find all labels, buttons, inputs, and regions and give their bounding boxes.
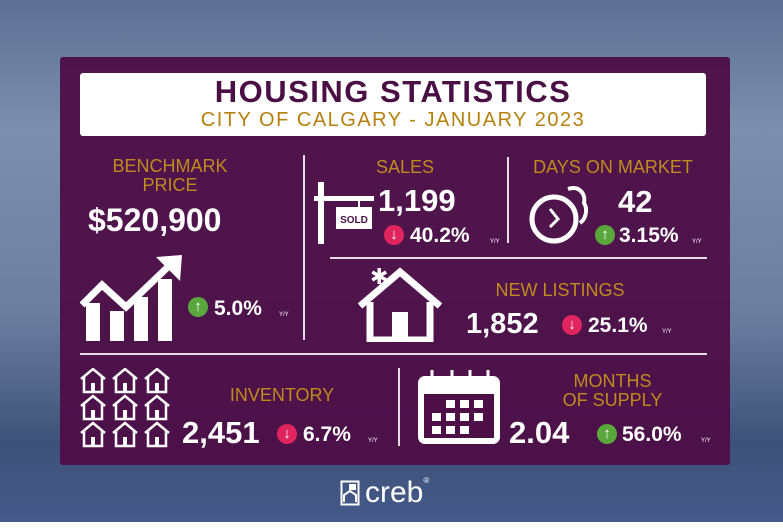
benchmark-label: BENCHMARK PRICE — [112, 156, 228, 195]
yy-label: Y/Y — [490, 239, 500, 245]
sold-sign-icon: SOLD — [314, 182, 374, 244]
yy-label: Y/Y — [692, 239, 702, 245]
divider — [398, 368, 400, 446]
yy-label: Y/Y — [701, 438, 711, 444]
houses-grid-icon — [80, 368, 171, 448]
benchmark-change: 5.0% — [214, 297, 262, 320]
page-subtitle: CITY OF CALGARY - JANUARY 2023 — [200, 109, 586, 131]
sales-value: 1,199 — [378, 183, 456, 218]
up-arrow-icon: ↑ — [188, 297, 208, 317]
days-change: 3.15% — [619, 224, 679, 247]
benchmark-value: $520,900 — [88, 202, 222, 238]
supply-change: 56.0% — [622, 423, 682, 446]
divider — [80, 353, 707, 355]
inventory-value: 2,451 — [182, 415, 260, 450]
supply-value: 2.04 — [509, 415, 570, 450]
listings-value: 1,852 — [466, 308, 539, 340]
registered-mark: ® — [423, 476, 430, 485]
days-value: 42 — [618, 184, 653, 219]
yy-label: Y/Y — [279, 312, 289, 318]
days-label: DAYS ON MARKET — [533, 157, 693, 177]
growth-chart-icon — [80, 255, 182, 341]
sales-change: 40.2% — [410, 224, 470, 247]
down-arrow-icon: ↓ — [562, 315, 582, 335]
inventory-label: INVENTORY — [229, 385, 335, 405]
creb-logo-icon — [340, 480, 360, 506]
listings-label: NEW LISTINGS — [495, 280, 625, 300]
calendar-icon — [418, 370, 500, 444]
title-box: HOUSING STATISTICS CITY OF CALGARY - JAN… — [80, 73, 706, 136]
down-arrow-icon: ↓ — [384, 225, 404, 245]
sales-label: SALES — [375, 157, 435, 177]
up-arrow-icon: ↑ — [595, 225, 615, 245]
divider — [303, 155, 305, 340]
yy-label: Y/Y — [662, 329, 672, 335]
creb-logo: creb ® — [340, 476, 429, 510]
supply-label: MONTHS OF SUPPLY — [562, 371, 663, 410]
svg-text:✱: ✱ — [370, 266, 388, 290]
creb-logo-text: creb — [365, 476, 424, 509]
fast-clock-icon — [529, 186, 589, 244]
page-title: HOUSING STATISTICS — [214, 74, 572, 109]
new-house-icon: ✱ — [357, 266, 443, 342]
sold-sign-text: SOLD — [340, 215, 368, 226]
up-arrow-icon: ↑ — [597, 424, 617, 444]
divider — [507, 157, 509, 243]
listings-change: 25.1% — [588, 314, 648, 337]
down-arrow-icon: ↓ — [277, 424, 297, 444]
yy-label: Y/Y — [368, 438, 378, 444]
divider — [330, 257, 707, 259]
inventory-change: 6.7% — [303, 423, 351, 446]
